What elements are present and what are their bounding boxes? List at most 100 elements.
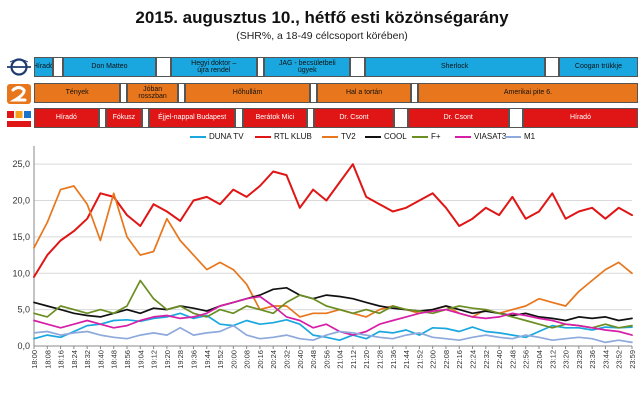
- legend-swatch: [455, 135, 471, 138]
- legend-label: COOL: [384, 132, 407, 141]
- x-tick-label: 19:04: [136, 350, 145, 369]
- legend-label: F+: [431, 132, 441, 141]
- x-tick-label: 20:40: [296, 350, 305, 369]
- schedule-gap: [141, 108, 150, 128]
- x-tick-label: 20:24: [269, 350, 278, 369]
- page-subtitle: (SHR%, a 18-49 célcsoport körében): [236, 30, 408, 42]
- tv2-logo-icon: [7, 84, 31, 104]
- schedule-gap: [393, 108, 408, 128]
- legend-item: DUNA TV: [190, 132, 244, 141]
- schedule-gap: [410, 83, 418, 103]
- x-tick-label: 18:32: [83, 350, 92, 369]
- x-tick-label: 23:28: [575, 350, 584, 369]
- x-tick-label: 20:08: [243, 350, 252, 369]
- series-line-m1: [33, 324, 633, 344]
- x-tick-label: 23:52: [615, 350, 624, 369]
- series-line-rtl-klub: [33, 163, 633, 278]
- program-block: Tények: [34, 83, 121, 103]
- chart-legend: DUNA TV RTL KLUB TV2 COOL F+ VIASAT3 M1: [0, 132, 644, 144]
- program-block: Dr. Csont: [407, 108, 509, 128]
- x-tick-label: 19:52: [216, 350, 225, 369]
- x-tick-label: 20:00: [229, 350, 238, 369]
- schedule-gap: [256, 57, 265, 77]
- x-tick-label: 21:44: [402, 350, 411, 369]
- schedule-gap: [544, 57, 559, 77]
- program-block: Jóban rosszban: [127, 83, 178, 103]
- program-block: Berátok Mici: [242, 108, 308, 128]
- program-block: Éjjel-nappal Budapest: [149, 108, 236, 128]
- x-tick-label: 19:36: [189, 350, 198, 369]
- series-line-duna-tv: [33, 312, 633, 342]
- x-tick-label: 23:20: [562, 350, 571, 369]
- y-tick-label: 0,0: [17, 341, 30, 351]
- legend-label: VIASAT3: [474, 132, 507, 141]
- program-block: Amerikai pite 6.: [417, 83, 638, 103]
- legend-item: TV2: [322, 132, 356, 141]
- x-tick-label: 18:16: [57, 350, 66, 369]
- schedule-row-tv2: Tények Jóban rosszban Hőhullám Hal a tortán…: [34, 83, 638, 103]
- schedule-gap: [177, 83, 185, 103]
- schedule-gap: [508, 108, 523, 128]
- x-tick-label: 21:12: [349, 350, 358, 369]
- x-tick-label: 21:52: [415, 350, 424, 369]
- share-line-chart: 0,0 5,0 10,0 15,0 20,0 25,0 18:00 18:08 18:16 18:…: [12, 146, 637, 369]
- legend-item: F+: [412, 132, 441, 141]
- page-title: 2015. augusztus 10., hétfő esti közönség…: [135, 8, 509, 27]
- x-tick-label: 23:12: [548, 350, 557, 369]
- x-tick-label: 22:24: [469, 350, 478, 369]
- legend-item: RTL KLUB: [255, 132, 312, 141]
- x-tick-label: 22:00: [429, 350, 438, 369]
- legend-swatch: [255, 135, 271, 138]
- x-tick-label: 19:12: [150, 350, 159, 369]
- legend-swatch: [505, 135, 521, 138]
- x-tick-label: 21:28: [376, 350, 385, 369]
- x-tick-label: 23:59: [628, 350, 637, 369]
- rtl-klub-logo-icon: [7, 111, 31, 127]
- program-block: Fókusz: [105, 108, 142, 128]
- program-block: Hegyi doktor – újra rendel: [170, 57, 257, 77]
- program-block: Híradó: [34, 108, 99, 128]
- x-tick-label: 22:16: [455, 350, 464, 369]
- x-tick-label: 18:56: [123, 350, 132, 369]
- legend-label: RTL KLUB: [274, 132, 312, 141]
- legend-item: M1: [505, 132, 535, 141]
- y-tick-label: 5,0: [17, 305, 30, 315]
- schedule-row-m1: Híradó Don Matteo Hegyi doktor – újra rend…: [34, 57, 638, 77]
- x-tick-label: 22:40: [495, 350, 504, 369]
- x-tick-label: 21:04: [336, 350, 345, 369]
- x-tick-label: 22:32: [482, 350, 491, 369]
- series-line-tv2: [33, 185, 633, 318]
- schedule-gap: [350, 57, 365, 77]
- x-tick-label: 19:44: [203, 350, 212, 369]
- program-block: Hőhullám: [185, 83, 311, 103]
- legend-swatch: [322, 135, 338, 138]
- series-line-viasat3: [33, 295, 633, 336]
- m1-logo-icon: [7, 58, 31, 76]
- y-tick-label: 10,0: [12, 268, 30, 278]
- x-tick-label: 21:20: [362, 350, 371, 369]
- legend-swatch: [190, 135, 206, 138]
- program-block: Hal a tortán: [317, 83, 411, 103]
- x-tick-label: 20:56: [322, 350, 331, 369]
- x-tick-label: 21:36: [389, 350, 398, 369]
- y-tick-label: 25,0: [12, 159, 30, 169]
- x-tick-label: 20:16: [256, 350, 265, 369]
- x-tick-label: 19:20: [163, 350, 172, 369]
- x-tick-label: 22:48: [508, 350, 517, 369]
- x-tick-label: 20:32: [282, 350, 291, 369]
- y-tick-label: 20,0: [12, 196, 30, 206]
- legend-label: M1: [524, 132, 536, 141]
- x-tick-label: 18:40: [96, 350, 105, 369]
- schedule-gap: [52, 57, 63, 77]
- schedule-gap: [310, 83, 318, 103]
- program-block: Híradó: [34, 57, 53, 77]
- y-tick-label: 15,0: [12, 232, 30, 242]
- legend-swatch: [412, 135, 428, 138]
- x-tick-label: 22:56: [522, 350, 531, 369]
- program-block: Don Matteo: [62, 57, 157, 77]
- schedule-gap: [307, 108, 315, 128]
- x-tick-label: 19:28: [176, 350, 185, 369]
- x-tick-label: 22:08: [442, 350, 451, 369]
- x-tick-label: 18:08: [43, 350, 52, 369]
- x-tick-label: 23:44: [601, 350, 610, 369]
